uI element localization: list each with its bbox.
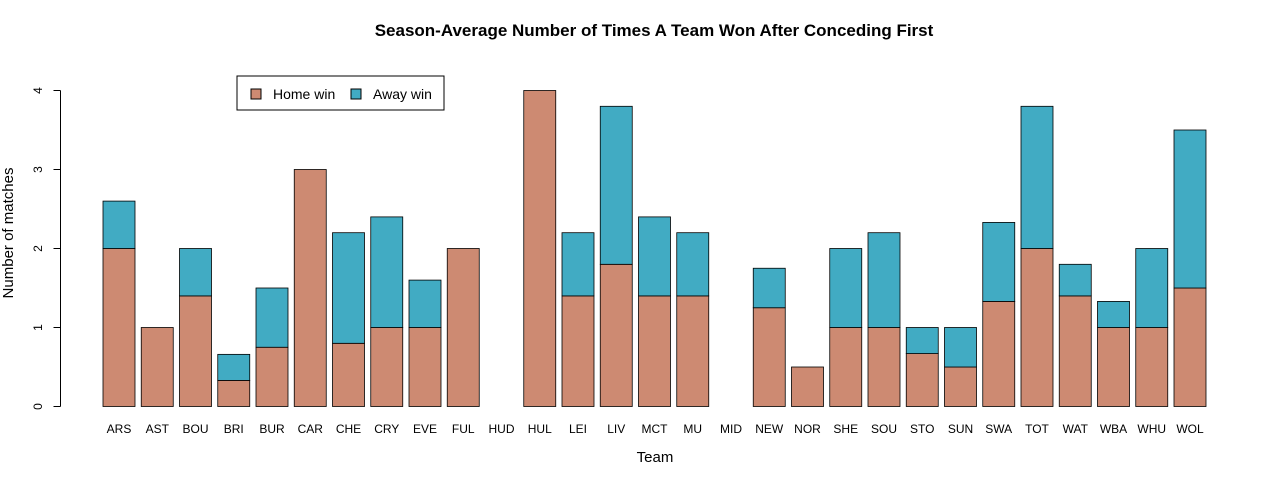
bar-home-win (599, 263, 633, 407)
x-tick-label: NOR (794, 422, 821, 436)
x-tick-label: ARS (107, 422, 132, 436)
y-tick-label: 2 (31, 245, 45, 252)
bar-away-win (676, 232, 710, 297)
bar-home-win (446, 248, 480, 407)
bar-home-win (791, 366, 824, 407)
bar-home-win (179, 295, 212, 407)
x-tick-label: BOU (182, 422, 208, 436)
x-tick-label: LIV (607, 422, 625, 436)
x-tick-label: CHE (336, 422, 361, 436)
bar-home-win (1058, 295, 1092, 407)
legend-label-away: Away win (373, 86, 432, 102)
bar-home-win (408, 327, 442, 407)
bar-home-win (752, 307, 786, 407)
bar-away-win (1097, 301, 1130, 328)
legend: Home win Away win (236, 75, 445, 111)
bar-away-win (179, 248, 212, 297)
x-tick-label: WHU (1137, 422, 1166, 436)
x-tick-label: STO (910, 422, 934, 436)
x-tick-label: SOU (871, 422, 897, 436)
bar-home-win (102, 248, 136, 407)
x-tick-label: SUN (948, 422, 973, 436)
bar-away-win (561, 232, 595, 297)
x-tick-label: NEW (755, 422, 784, 436)
x-tick-label: TOT (1025, 422, 1049, 436)
x-tick-label: FUL (452, 422, 475, 436)
bar-home-win (255, 346, 289, 407)
x-tick-labels: ARS AST BOU BRI BUR CAR CHE CRY EVE FUL HUD HUL LEI L… (107, 422, 1204, 436)
bar-home-win (676, 295, 710, 407)
bar-away-win (752, 267, 786, 309)
chart-title: Season-Average Number of Times A Team Wo… (375, 21, 934, 40)
x-tick-label: MID (720, 422, 742, 436)
bar-away-win (905, 327, 939, 354)
x-tick-label: MCT (642, 422, 669, 436)
bar-home-win (829, 327, 863, 407)
y-tick-label: 4 (31, 87, 45, 94)
bar-away-win (829, 248, 863, 328)
bar-home-win (1020, 248, 1054, 407)
x-tick-label: AST (146, 422, 170, 436)
bar-away-win (217, 353, 251, 381)
bar-away-win (944, 327, 977, 368)
x-tick-label: SHE (833, 422, 858, 436)
bar-home-win (1173, 287, 1207, 407)
bar-away-win (408, 279, 442, 328)
bar-away-win (1020, 105, 1054, 249)
bar-away-win (332, 232, 365, 344)
legend-swatch-home (250, 88, 262, 100)
y-tick-label: 1 (31, 324, 45, 331)
legend-box (236, 75, 445, 111)
bar-home-win (140, 327, 174, 407)
bar-away-win (102, 200, 136, 249)
bar-home-win (293, 169, 327, 407)
bar-away-win (255, 287, 289, 348)
bar-away-win (1058, 263, 1092, 297)
bar-away-win (599, 105, 633, 265)
x-tick-label: CRY (374, 422, 399, 436)
y-tick-label: 0 (31, 403, 45, 410)
legend-swatch-away (350, 88, 362, 100)
bar-home-win (561, 295, 595, 407)
y-axis-label: Number of matches (0, 168, 17, 299)
bar-away-win (638, 216, 671, 297)
x-tick-label: LEI (569, 422, 587, 436)
bar-home-win (638, 295, 671, 407)
bar-home-win (944, 366, 977, 407)
x-tick-label: MU (683, 422, 702, 436)
y-axis: 0 1 2 3 4 (31, 87, 61, 410)
bar-home-win (867, 327, 901, 407)
bar-home-win (523, 90, 557, 407)
bar-home-win (982, 301, 1016, 407)
x-tick-label: WAT (1063, 422, 1089, 436)
legend-label-home: Home win (273, 86, 335, 102)
x-tick-label: HUD (489, 422, 515, 436)
x-tick-label: BUR (259, 422, 285, 436)
x-tick-label: WOL (1176, 422, 1204, 436)
bar-away-win (1135, 248, 1169, 328)
bar-home-win (370, 327, 404, 407)
x-tick-label: EVE (413, 422, 437, 436)
bar-home-win (1135, 327, 1169, 407)
bar-away-win (370, 216, 404, 328)
x-axis-label: Team (637, 449, 674, 466)
bar-home-win (1097, 327, 1130, 407)
y-tick-label: 3 (31, 166, 45, 173)
bar-away-win (867, 232, 901, 328)
x-tick-label: HUL (528, 422, 552, 436)
bars-group (102, 90, 1207, 407)
x-tick-label: WBA (1100, 422, 1127, 436)
bar-home-win (905, 353, 939, 407)
x-tick-label: BRI (224, 422, 244, 436)
bar-home-win (217, 380, 251, 407)
bar-away-win (1173, 129, 1207, 289)
bar-away-win (982, 222, 1016, 302)
x-tick-label: SWA (985, 422, 1012, 436)
bar-home-win (332, 342, 365, 407)
x-tick-label: CAR (298, 422, 324, 436)
